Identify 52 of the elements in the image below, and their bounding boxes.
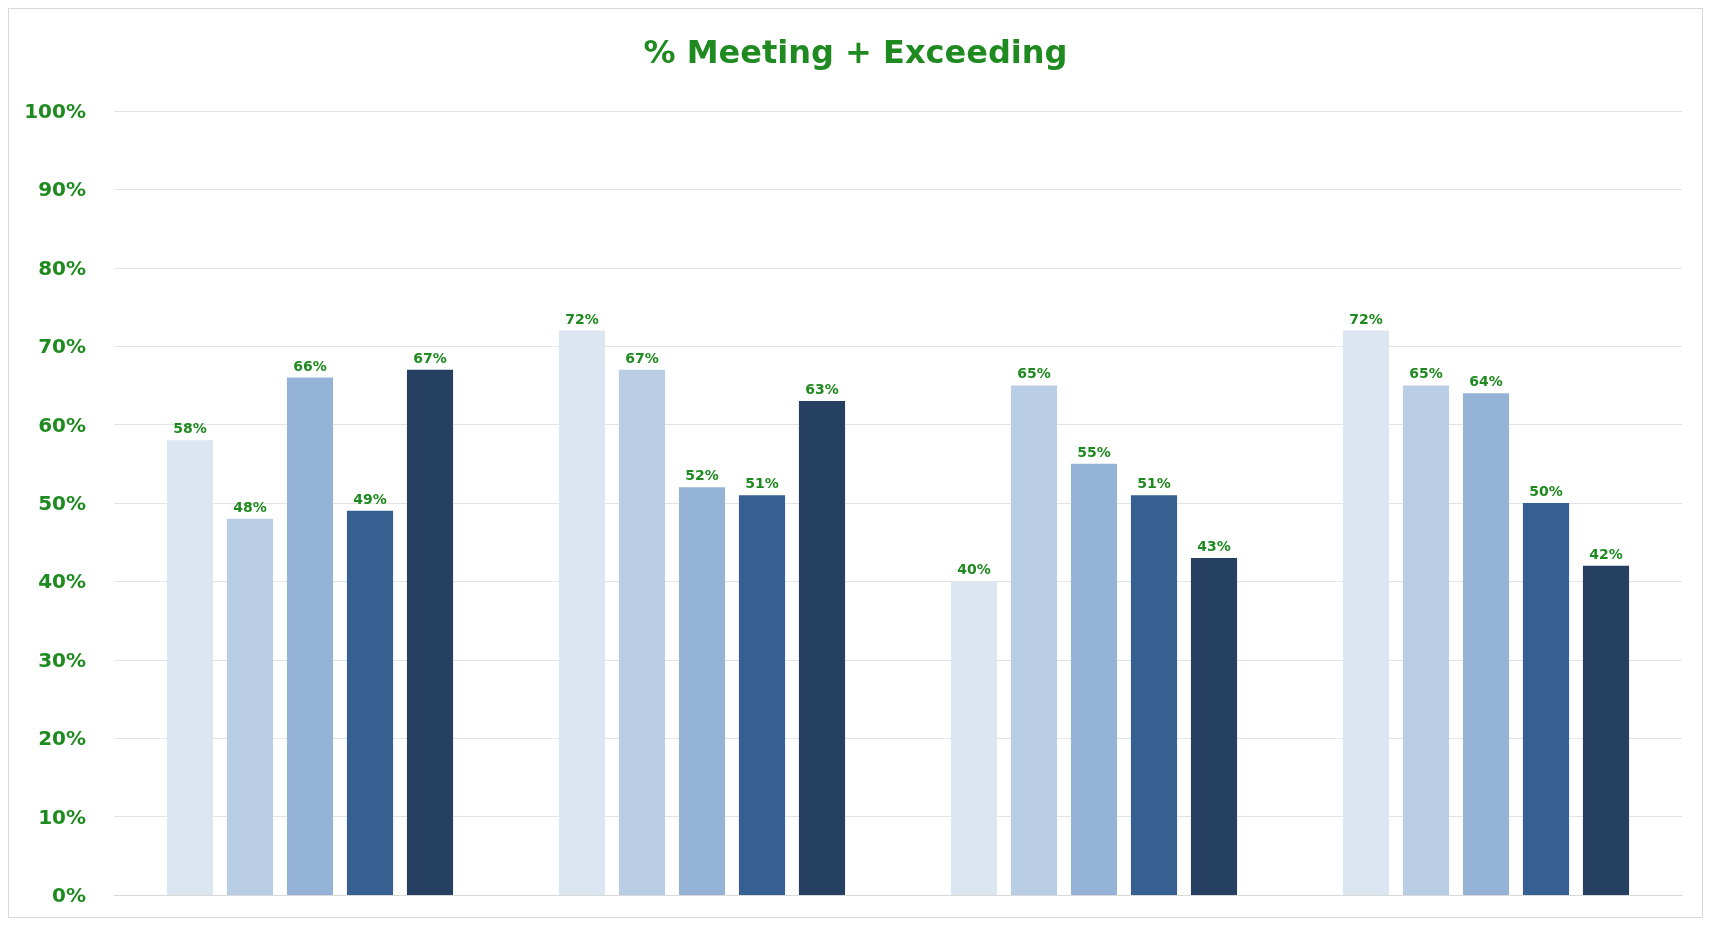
bar <box>678 487 726 895</box>
data-label: 67% <box>625 349 659 366</box>
bar <box>1130 495 1178 895</box>
data-label: 51% <box>745 475 779 492</box>
data-label: 63% <box>805 381 839 398</box>
y-tick-label: 50% <box>38 491 86 515</box>
data-label: 65% <box>1017 365 1051 382</box>
data-label: 43% <box>1197 537 1231 554</box>
y-tick-label: 10% <box>38 804 86 829</box>
data-label: 58% <box>173 420 207 437</box>
data-label: 72% <box>1349 310 1383 327</box>
chart-title: % Meeting + Exceeding <box>643 33 1068 71</box>
data-label: 52% <box>685 467 719 484</box>
bar <box>1010 385 1058 895</box>
data-label: 48% <box>233 498 267 515</box>
bar <box>1190 557 1238 895</box>
bar <box>1402 385 1450 895</box>
data-label: 42% <box>1589 545 1623 562</box>
bar <box>558 330 606 895</box>
data-label: 51% <box>1137 475 1171 492</box>
y-tick-label: 90% <box>38 177 86 202</box>
data-label: 49% <box>353 490 387 507</box>
bar <box>166 440 214 895</box>
bar <box>738 495 786 895</box>
bar <box>286 377 334 895</box>
bar <box>406 369 454 895</box>
bar <box>618 369 666 895</box>
bar <box>1462 393 1510 895</box>
y-tick-label: 100% <box>24 99 86 123</box>
y-tick-label: 30% <box>38 647 86 672</box>
data-label: 72% <box>565 310 599 327</box>
y-tick-label: 0% <box>52 883 86 907</box>
y-tick-label: 70% <box>38 334 86 359</box>
y-tick-label: 40% <box>38 569 86 594</box>
bar <box>950 581 998 895</box>
data-label: 67% <box>413 349 447 366</box>
bar <box>1342 330 1390 895</box>
bar <box>346 510 394 895</box>
y-tick-label: 20% <box>38 726 86 751</box>
data-label: 65% <box>1409 365 1443 382</box>
bar <box>798 401 846 895</box>
data-label: 40% <box>957 561 991 578</box>
bar <box>226 518 274 895</box>
bar <box>1070 463 1118 895</box>
data-label: 55% <box>1077 443 1111 460</box>
data-label: 64% <box>1469 373 1503 390</box>
bar <box>1522 503 1570 895</box>
y-tick-label: 80% <box>38 255 86 280</box>
bar <box>1582 565 1630 895</box>
data-label: 50% <box>1529 483 1563 499</box>
y-tick-label: 60% <box>38 412 86 437</box>
data-label: 66% <box>293 357 327 374</box>
